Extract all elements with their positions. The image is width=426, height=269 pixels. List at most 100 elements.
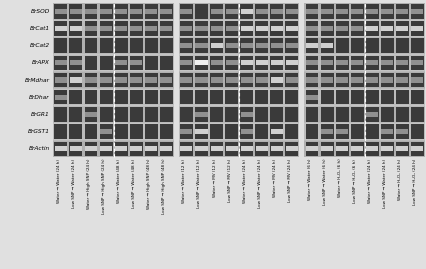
Text: BrGR1: BrGR1 (31, 112, 50, 117)
Bar (305, 90, 318, 104)
Bar (305, 146, 317, 151)
Bar (366, 77, 377, 83)
Bar (99, 38, 112, 53)
Text: Water → Water (12 h): Water → Water (12 h) (182, 159, 186, 203)
Bar (195, 56, 207, 70)
Bar (178, 37, 299, 54)
Bar (178, 72, 299, 89)
Bar (270, 124, 282, 139)
Bar (350, 146, 362, 151)
Bar (179, 107, 193, 122)
Bar (380, 73, 393, 87)
Bar (130, 38, 142, 53)
Bar (285, 56, 298, 70)
Bar (55, 60, 67, 65)
Bar (84, 56, 97, 70)
Bar (410, 9, 422, 14)
Bar (53, 37, 173, 54)
Bar (130, 60, 142, 65)
Bar (210, 43, 222, 48)
Bar (53, 89, 173, 106)
Bar (255, 146, 267, 151)
Bar (210, 146, 222, 151)
Bar (304, 3, 424, 157)
Bar (239, 124, 253, 139)
Bar (85, 77, 97, 83)
Bar (178, 3, 299, 20)
Bar (365, 141, 378, 156)
Bar (130, 77, 142, 83)
Bar (225, 56, 238, 70)
Bar (145, 26, 157, 31)
Bar (350, 9, 362, 14)
Bar (239, 4, 253, 19)
Bar (305, 4, 318, 19)
Bar (84, 90, 97, 104)
Bar (395, 77, 407, 83)
Bar (240, 77, 252, 83)
Bar (159, 56, 173, 70)
Bar (114, 90, 127, 104)
Bar (366, 112, 377, 117)
Bar (179, 73, 193, 87)
Bar (305, 95, 317, 100)
Bar (285, 90, 298, 104)
Bar (255, 43, 267, 48)
Bar (395, 146, 407, 151)
Text: BrGST1: BrGST1 (28, 129, 50, 134)
Bar (159, 90, 173, 104)
Bar (366, 9, 377, 14)
Bar (210, 9, 222, 14)
Bar (380, 107, 393, 122)
Bar (380, 4, 393, 19)
Text: Low SNP → Water (24 h): Low SNP → Water (24 h) (72, 159, 76, 208)
Bar (210, 107, 222, 122)
Bar (350, 38, 363, 53)
Bar (69, 107, 82, 122)
Bar (380, 129, 392, 134)
Bar (115, 9, 127, 14)
Bar (320, 90, 333, 104)
Bar (350, 56, 363, 70)
Bar (285, 9, 297, 14)
Bar (225, 26, 237, 31)
Bar (350, 4, 363, 19)
Bar (240, 43, 252, 48)
Bar (69, 124, 82, 139)
Bar (85, 112, 97, 117)
Bar (350, 141, 363, 156)
Bar (180, 146, 192, 151)
Bar (255, 56, 268, 70)
Bar (178, 106, 299, 123)
Text: BrDhar: BrDhar (29, 95, 50, 100)
Text: Low SNP → Water (24 h): Low SNP → Water (24 h) (383, 159, 386, 208)
Bar (395, 56, 408, 70)
Bar (239, 21, 253, 36)
Bar (410, 90, 423, 104)
Bar (144, 56, 157, 70)
Bar (285, 43, 297, 48)
Bar (54, 56, 67, 70)
Text: Low SNP → Water (48 h): Low SNP → Water (48 h) (132, 159, 136, 208)
Bar (69, 38, 82, 53)
Bar (179, 56, 193, 70)
Bar (380, 56, 393, 70)
Bar (320, 124, 333, 139)
Bar (335, 73, 348, 87)
Bar (159, 107, 173, 122)
Bar (195, 38, 207, 53)
Bar (395, 9, 407, 14)
Bar (270, 9, 282, 14)
Bar (239, 90, 253, 104)
Bar (395, 38, 408, 53)
Bar (130, 9, 142, 14)
Bar (144, 4, 157, 19)
Bar (179, 124, 193, 139)
Bar (335, 4, 348, 19)
Bar (240, 9, 252, 14)
Bar (320, 21, 333, 36)
Bar (350, 77, 362, 83)
Bar (130, 124, 142, 139)
Bar (410, 21, 423, 36)
Bar (130, 21, 142, 36)
